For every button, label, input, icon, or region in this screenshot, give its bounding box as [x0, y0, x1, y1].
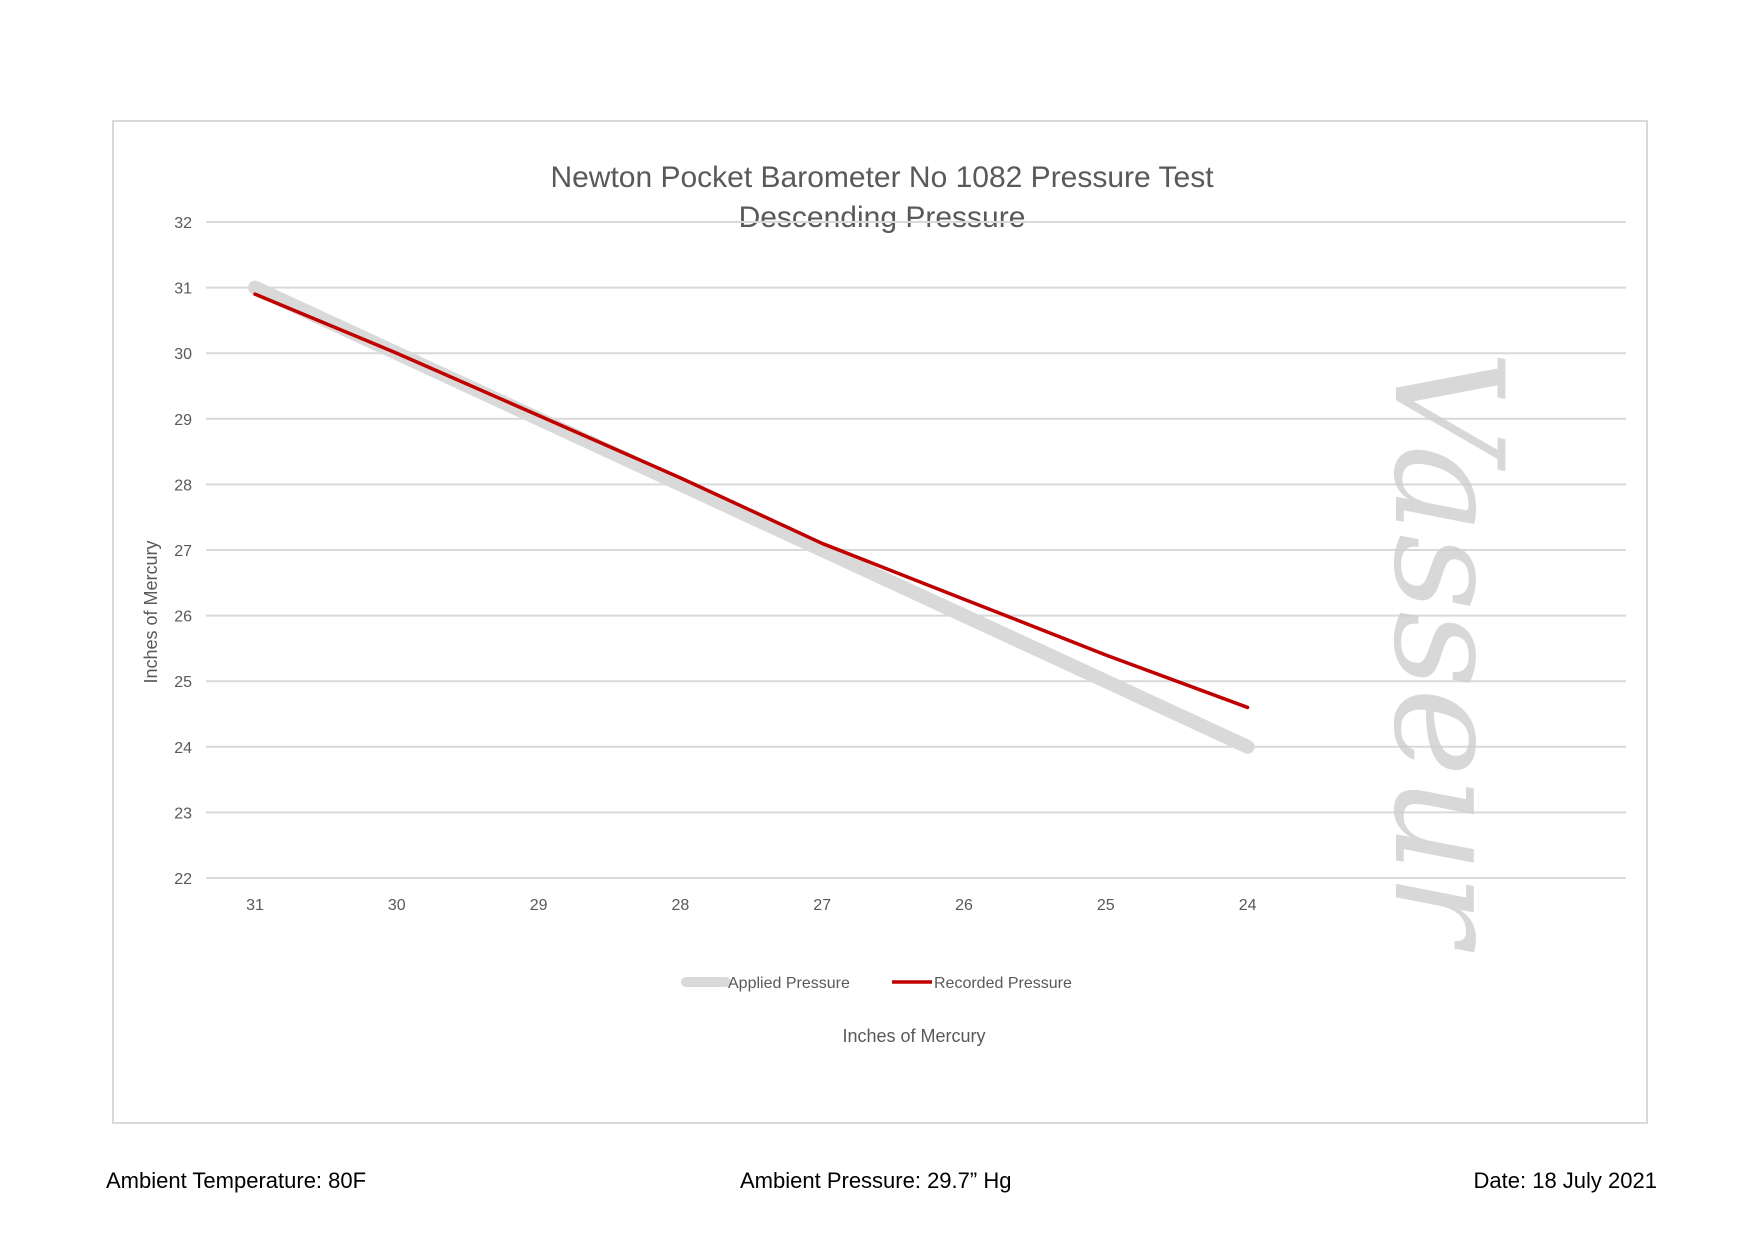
ambient-pressure: Ambient Pressure: 29.7” Hg [740, 1168, 1012, 1193]
y-tick-label: 25 [174, 674, 192, 691]
legend: Applied Pressure Recorded Pressure [681, 975, 1072, 992]
chart-title: Newton Pocket Barometer No 1082 Pressure… [550, 161, 1214, 194]
x-tick-label: 26 [955, 897, 973, 914]
ambient-temperature: Ambient Temperature: 80F [106, 1168, 367, 1193]
x-tick-label: 24 [1239, 897, 1257, 914]
y-tick-label: 23 [174, 805, 192, 822]
watermark-signature: Vasseur [1360, 350, 1534, 953]
y-tick-label: 28 [174, 477, 192, 494]
x-axis-title: Inches of Mercury [842, 1026, 985, 1046]
tick-labels: 22 23 24 25 26 27 28 29 30 31 32 31 30 29 28 27 26 25 24 [174, 215, 1256, 914]
x-tick-label: 28 [672, 897, 690, 914]
y-tick-label: 26 [174, 609, 192, 626]
chart-plot: 22 23 24 25 26 27 28 29 30 31 32 31 30 29 28 27 26 25 24 V… [141, 215, 1626, 1046]
y-tick-label: 27 [174, 543, 192, 560]
gridlines [206, 221, 1626, 879]
y-tick-label: 24 [174, 740, 192, 757]
chart-subtitle: Descending Pressure [738, 201, 1026, 234]
chart-frame: Newton Pocket Barometer No 1082 Pressure… [112, 120, 1648, 1124]
x-tick-label: 25 [1097, 897, 1115, 914]
y-tick-label: 32 [174, 215, 192, 232]
y-tick-label: 29 [174, 412, 192, 429]
x-tick-label: 31 [246, 897, 264, 914]
y-tick-label: 30 [174, 346, 192, 363]
y-axis-title: Inches of Mercury [141, 540, 161, 683]
y-tick-label: 22 [174, 871, 192, 888]
y-tick-label: 31 [174, 281, 192, 298]
legend-label: Applied Pressure [728, 975, 850, 992]
x-tick-label: 27 [813, 897, 831, 914]
legend-label: Recorded Pressure [934, 975, 1072, 992]
x-tick-label: 30 [388, 897, 406, 914]
series-line-recorded-pressure [253, 292, 1250, 710]
x-tick-label: 29 [530, 897, 548, 914]
test-date: Date: 18 July 2021 [1473, 1168, 1657, 1193]
series-lines [248, 280, 1255, 754]
